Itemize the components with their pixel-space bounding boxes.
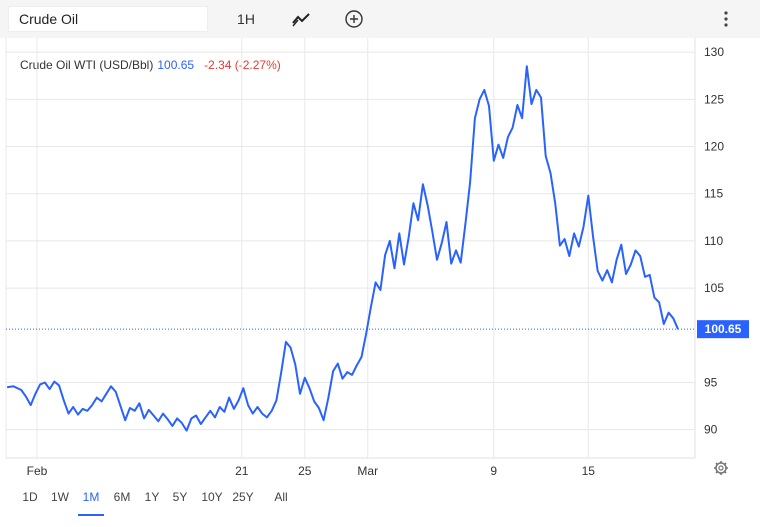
range-button-1w[interactable]: 1W <box>51 490 69 504</box>
range-button-25y[interactable]: 25Y <box>232 490 254 504</box>
chart-grid <box>5 38 696 459</box>
symbol-search-input[interactable]: Crude Oil <box>8 6 208 32</box>
x-tick-label: Feb <box>27 464 48 478</box>
y-tick-label: 110 <box>704 234 723 248</box>
y-tick-label: 105 <box>704 281 724 295</box>
legend-value: 100.65 <box>157 58 195 72</box>
x-tick-label: 9 <box>490 464 497 478</box>
plus-circle-icon[interactable] <box>340 6 368 32</box>
legend-change: -2.34 (-2.27%) <box>204 58 281 72</box>
range-button-1y[interactable]: 1Y <box>144 490 160 504</box>
range-button-1d[interactable]: 1D <box>22 490 38 504</box>
range-button-10y[interactable]: 10Y <box>201 490 223 504</box>
y-tick-label: 115 <box>704 187 723 201</box>
range-button-5y[interactable]: 5Y <box>172 490 188 504</box>
x-tick-label: 15 <box>582 464 596 478</box>
range-button-1m[interactable]: 1M <box>78 488 104 516</box>
chart-legend: Crude Oil WTI (USD/Bbl) 100.65 -2.34 (-2.2… <box>20 58 281 72</box>
gear-icon[interactable] <box>714 461 728 475</box>
interval-button[interactable]: 1H <box>237 11 255 27</box>
range-button-all[interactable]: All <box>274 490 288 504</box>
x-axis: Feb 21 25 Mar 9 15 <box>27 464 596 478</box>
vertical-dots-icon[interactable] <box>716 6 736 32</box>
last-price-label-bg <box>697 320 749 339</box>
range-button-6m[interactable]: 6M <box>113 490 131 504</box>
y-tick-label: 125 <box>704 92 724 106</box>
y-tick-label: 90 <box>704 423 718 437</box>
last-price-label: 100.65 <box>705 322 742 336</box>
last-price-marker: 100.65 <box>6 320 749 339</box>
x-tick-label: 25 <box>298 464 312 478</box>
y-tick-label: 95 <box>704 375 718 389</box>
toolbar: Crude Oil 1H <box>0 0 760 38</box>
price-line <box>6 65 679 432</box>
y-axis: 90 95 105 110 115 120 125 130 <box>704 45 724 437</box>
legend-name: Crude Oil WTI (USD/Bbl) <box>20 58 154 72</box>
x-tick-label: 21 <box>235 464 249 478</box>
line-chart-icon[interactable] <box>286 6 316 32</box>
x-tick-label: Mar <box>357 464 378 478</box>
price-series <box>6 65 679 432</box>
price-chart[interactable]: 90 95 105 110 115 120 125 130 Feb 21 25 Mar 9 15 100… <box>0 38 760 518</box>
y-tick-label: 120 <box>704 140 724 154</box>
y-tick-label: 130 <box>704 45 724 59</box>
